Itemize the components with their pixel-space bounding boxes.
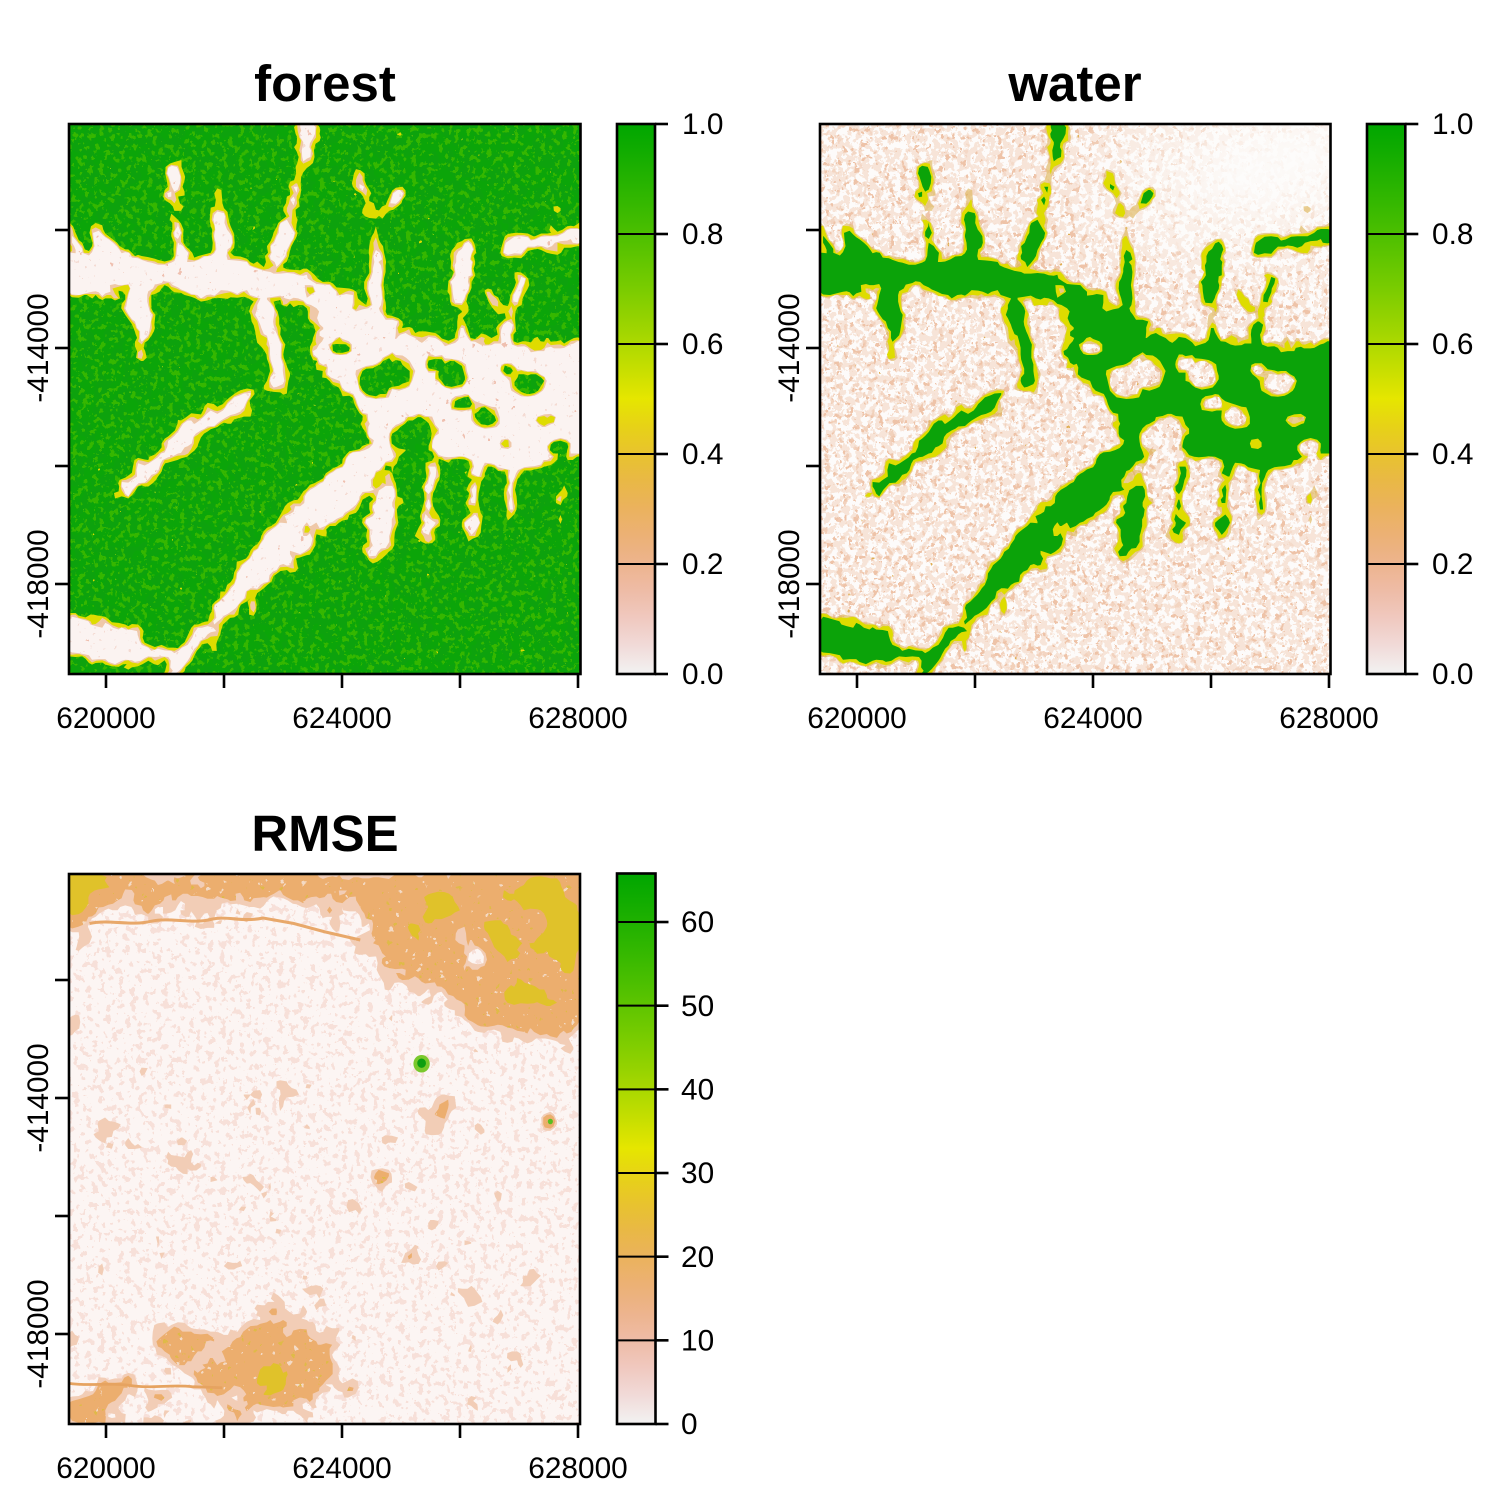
svg-text:30: 30 <box>681 1157 714 1190</box>
svg-text:10: 10 <box>681 1325 714 1358</box>
svg-text:-418000: -418000 <box>22 529 55 638</box>
svg-text:628000: 628000 <box>1279 702 1378 735</box>
svg-text:RMSE: RMSE <box>251 805 398 862</box>
svg-text:water: water <box>1007 55 1141 112</box>
svg-text:0.4: 0.4 <box>1432 438 1473 471</box>
svg-text:20: 20 <box>681 1241 714 1274</box>
svg-text:0.0: 0.0 <box>1432 658 1473 691</box>
svg-text:628000: 628000 <box>528 702 627 735</box>
svg-text:-418000: -418000 <box>773 529 806 638</box>
svg-text:0: 0 <box>681 1408 698 1441</box>
svg-text:0.8: 0.8 <box>682 218 723 251</box>
svg-text:0.8: 0.8 <box>1432 218 1473 251</box>
svg-text:1.0: 1.0 <box>1432 108 1473 141</box>
svg-text:60: 60 <box>681 906 714 939</box>
svg-text:-418000: -418000 <box>22 1279 55 1388</box>
svg-text:40: 40 <box>681 1074 714 1107</box>
svg-text:-414000: -414000 <box>22 1043 55 1152</box>
svg-text:628000: 628000 <box>528 1452 627 1485</box>
svg-text:forest: forest <box>254 55 396 112</box>
svg-text:624000: 624000 <box>1043 702 1142 735</box>
svg-text:620000: 620000 <box>807 702 906 735</box>
svg-text:0.6: 0.6 <box>1432 328 1473 361</box>
svg-text:1.0: 1.0 <box>682 108 723 141</box>
svg-text:0.4: 0.4 <box>682 438 723 471</box>
svg-text:0.6: 0.6 <box>682 328 723 361</box>
svg-text:50: 50 <box>681 990 714 1023</box>
svg-text:624000: 624000 <box>292 702 391 735</box>
svg-text:-414000: -414000 <box>22 293 55 402</box>
svg-text:620000: 620000 <box>56 702 155 735</box>
svg-text:624000: 624000 <box>292 1452 391 1485</box>
svg-text:620000: 620000 <box>56 1452 155 1485</box>
svg-text:0.0: 0.0 <box>682 658 723 691</box>
svg-text:0.2: 0.2 <box>682 548 723 581</box>
svg-text:0.2: 0.2 <box>1432 548 1473 581</box>
svg-text:-414000: -414000 <box>773 293 806 402</box>
